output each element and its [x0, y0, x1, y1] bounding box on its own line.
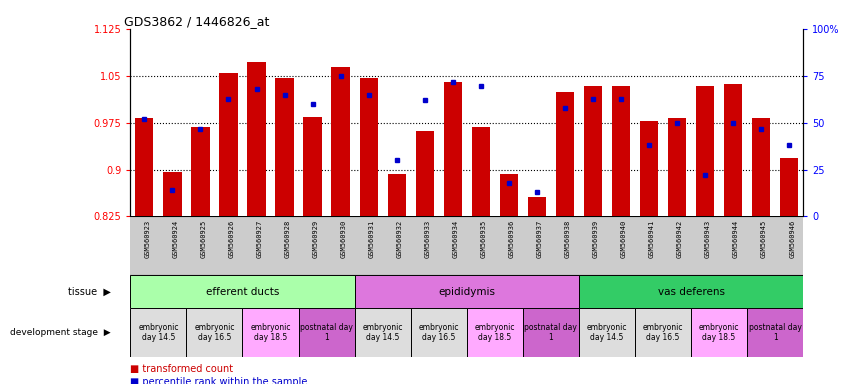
Text: GSM560935: GSM560935: [481, 219, 487, 258]
Text: embryonic
day 18.5: embryonic day 18.5: [251, 323, 291, 342]
Bar: [247, 62, 266, 217]
Text: GSM560942: GSM560942: [677, 219, 683, 258]
Text: GSM560934: GSM560934: [452, 219, 458, 258]
Text: GSM560926: GSM560926: [229, 219, 235, 258]
Bar: [163, 172, 182, 217]
Bar: [691, 308, 747, 357]
Bar: [410, 308, 467, 357]
Bar: [579, 275, 803, 308]
Bar: [527, 197, 546, 217]
Bar: [355, 275, 579, 308]
Bar: [275, 78, 294, 217]
Text: embryonic
day 16.5: embryonic day 16.5: [643, 323, 683, 342]
Bar: [579, 308, 635, 357]
Text: GDS3862 / 1446826_at: GDS3862 / 1446826_at: [124, 15, 269, 28]
Text: embryonic
day 16.5: embryonic day 16.5: [194, 323, 235, 342]
Bar: [130, 275, 355, 308]
Bar: [187, 308, 242, 357]
Text: GSM560931: GSM560931: [368, 219, 374, 258]
Text: postnatal day
1: postnatal day 1: [748, 323, 801, 342]
Text: development stage  ▶: development stage ▶: [10, 328, 111, 337]
Bar: [523, 308, 579, 357]
Bar: [130, 217, 803, 275]
Bar: [331, 67, 350, 217]
Bar: [640, 121, 658, 217]
Bar: [388, 174, 405, 217]
Bar: [696, 86, 714, 217]
Text: GSM560945: GSM560945: [761, 219, 767, 258]
Bar: [467, 308, 523, 357]
Text: GSM560933: GSM560933: [425, 219, 431, 258]
Text: embryonic
day 14.5: embryonic day 14.5: [138, 323, 178, 342]
Text: embryonic
day 16.5: embryonic day 16.5: [419, 323, 459, 342]
Bar: [500, 174, 518, 217]
Bar: [135, 118, 153, 217]
Text: GSM560946: GSM560946: [789, 219, 795, 258]
Text: GSM560925: GSM560925: [200, 219, 206, 258]
Bar: [780, 159, 798, 217]
Text: postnatal day
1: postnatal day 1: [300, 323, 353, 342]
Bar: [584, 86, 602, 217]
Bar: [130, 308, 187, 357]
Bar: [220, 73, 237, 217]
Text: GSM560932: GSM560932: [397, 219, 403, 258]
Bar: [359, 78, 378, 217]
Text: GSM560936: GSM560936: [509, 219, 515, 258]
Text: GSM560939: GSM560939: [593, 219, 599, 258]
Text: GSM560927: GSM560927: [257, 219, 262, 258]
Text: GSM560923: GSM560923: [145, 219, 151, 258]
Bar: [724, 84, 742, 217]
Text: GSM560940: GSM560940: [621, 219, 627, 258]
Text: embryonic
day 18.5: embryonic day 18.5: [699, 323, 739, 342]
Bar: [611, 86, 630, 217]
Text: embryonic
day 18.5: embryonic day 18.5: [474, 323, 515, 342]
Text: GSM560938: GSM560938: [565, 219, 571, 258]
Text: ■ percentile rank within the sample: ■ percentile rank within the sample: [130, 377, 308, 384]
Text: GSM560928: GSM560928: [284, 219, 290, 258]
Text: GSM560929: GSM560929: [313, 219, 319, 258]
Text: GSM560943: GSM560943: [705, 219, 711, 258]
Text: GSM560944: GSM560944: [733, 219, 739, 258]
Text: efferent ducts: efferent ducts: [206, 286, 279, 296]
Bar: [747, 308, 803, 357]
Text: epididymis: epididymis: [438, 286, 495, 296]
Text: tissue  ▶: tissue ▶: [68, 286, 111, 296]
Bar: [304, 117, 321, 217]
Text: postnatal day
1: postnatal day 1: [525, 323, 577, 342]
Bar: [556, 92, 574, 217]
Bar: [191, 127, 209, 217]
Text: embryonic
day 14.5: embryonic day 14.5: [362, 323, 403, 342]
Bar: [242, 308, 299, 357]
Bar: [472, 127, 489, 217]
Bar: [668, 118, 686, 217]
Bar: [752, 118, 770, 217]
Text: ■ transformed count: ■ transformed count: [130, 364, 234, 374]
Text: vas deferens: vas deferens: [658, 286, 725, 296]
Text: GSM560930: GSM560930: [341, 219, 346, 258]
Bar: [415, 131, 434, 217]
Bar: [299, 308, 355, 357]
Text: GSM560937: GSM560937: [537, 219, 542, 258]
Bar: [443, 83, 462, 217]
Bar: [355, 308, 410, 357]
Text: GSM560941: GSM560941: [649, 219, 655, 258]
Bar: [635, 308, 691, 357]
Text: embryonic
day 14.5: embryonic day 14.5: [587, 323, 627, 342]
Text: GSM560924: GSM560924: [172, 219, 178, 258]
